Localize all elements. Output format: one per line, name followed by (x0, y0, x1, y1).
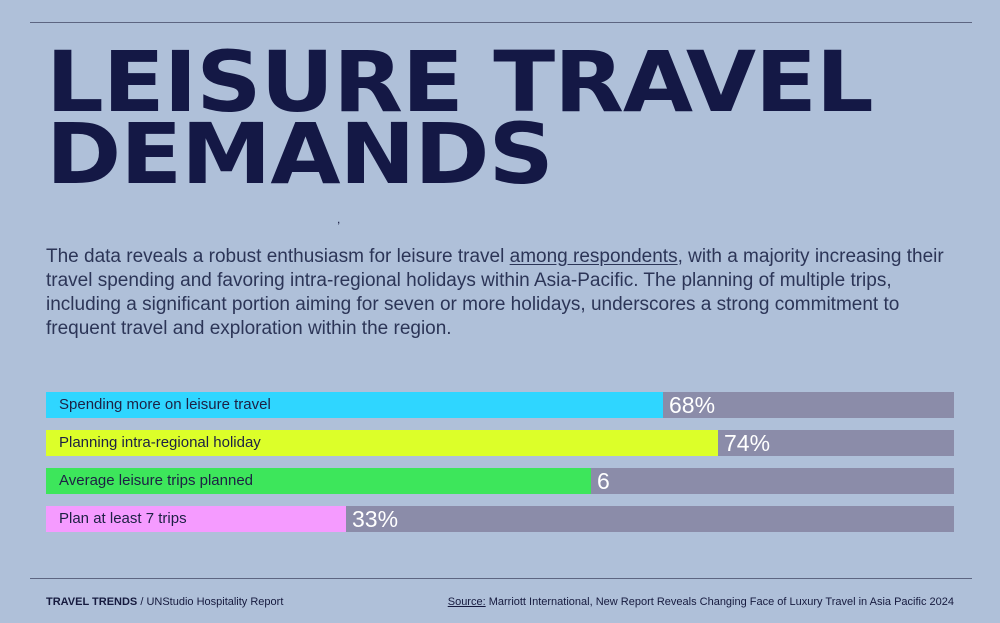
top-divider (30, 22, 972, 23)
title-line-1: LEISURE TRAVEL (46, 33, 874, 131)
source-link[interactable]: Source: (447, 596, 486, 608)
bar-row: Plan at least 7 trips 33% (46, 506, 954, 532)
bar-fill (46, 506, 346, 532)
title-line-2: DEMANDS (46, 105, 554, 203)
among-respondents-link[interactable]: among respondents (509, 246, 678, 267)
footer-source: Source: Marriott International, New Repo… (448, 596, 954, 608)
footer-credit: TRAVEL TRENDS / UNStudio Hospitality Rep… (46, 596, 283, 608)
bar-value-label: 6 (597, 468, 610, 494)
intro-text-before: The data reveals a robust enthusiasm for… (46, 246, 510, 267)
bar-value-label: 74% (724, 430, 771, 456)
bottom-divider (30, 578, 972, 579)
bar-row: Spending more on leisure travel 68% (46, 392, 954, 418)
bar-fill (46, 392, 663, 418)
intro-text-after: , with a majority increasing their trave… (46, 246, 944, 339)
stray-mark: , (337, 212, 341, 226)
bar-value-label: 68% (669, 392, 716, 418)
bar-row: Average leisure trips planned 6 (46, 468, 954, 494)
bar-row: Planning intra-regional holiday 74% (46, 430, 954, 456)
bar-label: Plan at least 7 trips (59, 510, 187, 527)
footer-report: UNStudio Hospitality Report (146, 596, 284, 608)
bar-label: Spending more on leisure travel (59, 396, 271, 413)
bar-label: Planning intra-regional holiday (59, 434, 261, 451)
horizontal-bar-chart: Spending more on leisure travel 68% Planni… (46, 392, 954, 544)
footer-brand: TRAVEL TRENDS (46, 596, 138, 608)
bar-fill (46, 430, 718, 456)
bar-fill (46, 468, 591, 494)
footer-separator: / (137, 596, 147, 608)
intro-paragraph: The data reveals a robust enthusiasm for… (46, 245, 946, 341)
source-text: Marriott International, New Report Revea… (485, 596, 954, 608)
bar-label: Average leisure trips planned (59, 472, 254, 489)
bar-value-label: 33% (352, 506, 399, 532)
page-title: LEISURE TRAVEL DEMANDS (46, 33, 874, 203)
